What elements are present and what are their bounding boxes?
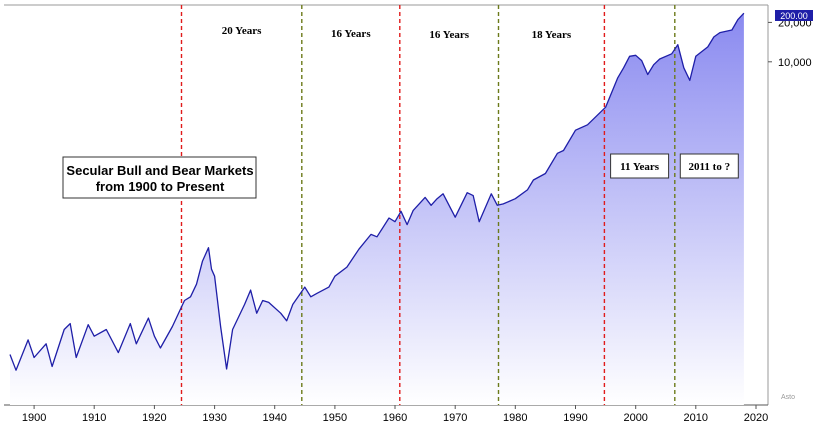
period-label: 20 Years (222, 25, 262, 37)
x-tick-layer: 1900 1910 1920 1930 1940 1950 1960 1970 1980 1990… (22, 405, 768, 424)
x-tick-label: 1940 (262, 412, 286, 424)
period-label: 16 Years (331, 28, 371, 40)
area-fill-layer (10, 13, 744, 405)
series-line-layer (9, 12, 745, 371)
series-line (9, 12, 745, 371)
last-value-badge-text: 200.00 (780, 11, 808, 21)
x-tick-label: 1960 (383, 412, 407, 424)
period-label-box (679, 153, 739, 179)
x-tick-label: 1910 (82, 412, 106, 424)
x-tick-label: 1930 (202, 412, 226, 424)
corner-mark: Asto (781, 394, 795, 401)
period-label: 18 Years (532, 29, 572, 41)
x-tick-label: 1980 (503, 412, 527, 424)
period-label: 2011 to ? (689, 161, 731, 173)
last-value-badge: 200.00 (775, 10, 813, 21)
x-tick-label: 2000 (623, 412, 647, 424)
period-label-layer: 20 Years 16 Years 16 Years 18 Years 11 Years… (222, 25, 739, 179)
x-tick-label: 1970 (443, 412, 467, 424)
chart-title: Secular Bull and Bear Markets (66, 163, 253, 178)
period-label: 11 Years (620, 161, 660, 173)
period-label-box (610, 153, 670, 179)
x-tick-label: 1950 (323, 412, 347, 424)
title-box: Secular Bull and Bear Markets from 1900 … (62, 156, 257, 199)
chart-subtitle: from 1900 to Present (96, 179, 225, 194)
x-tick-label: 1990 (563, 412, 587, 424)
x-tick-label: 2020 (744, 412, 768, 424)
y-tick-label: 10,000 (778, 57, 812, 69)
series-area (10, 13, 744, 405)
x-tick-label: 1920 (142, 412, 166, 424)
x-tick-label: 1900 (22, 412, 46, 424)
period-label: 16 Years (429, 29, 469, 41)
x-tick-label: 2010 (684, 412, 708, 424)
